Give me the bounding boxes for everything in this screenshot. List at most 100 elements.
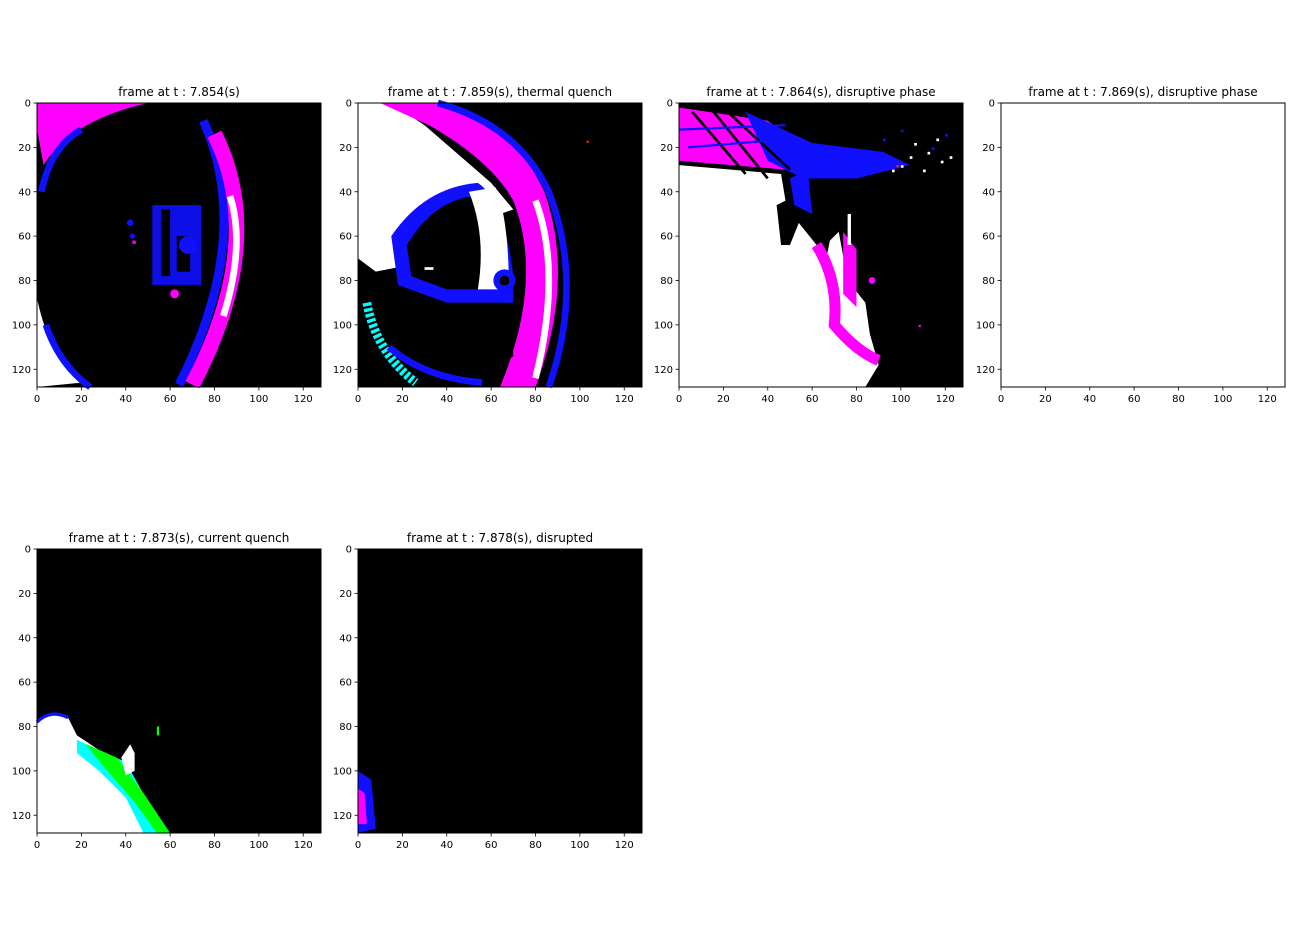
y-tick-label: 80 <box>982 276 995 287</box>
x-tick-label: 20 <box>1039 394 1052 405</box>
x-tick-label: 80 <box>208 840 221 851</box>
axes-frame <box>357 548 643 834</box>
y-tick-label: 120 <box>12 365 31 376</box>
y-tick-label: 40 <box>339 633 352 644</box>
y-tick-label: 20 <box>18 143 31 154</box>
x-tick-label: 100 <box>1213 394 1232 405</box>
y-tick-label: 100 <box>12 766 31 777</box>
x-tick-label: 40 <box>440 840 453 851</box>
y-tick-label: 40 <box>660 187 673 198</box>
y-tick-label: 40 <box>982 187 995 198</box>
axes-frame <box>36 102 322 388</box>
frame-image <box>358 99 642 389</box>
y-tick-label: 20 <box>982 143 995 154</box>
x-tick-label: 120 <box>615 394 634 405</box>
y-tick-label: 60 <box>18 678 31 689</box>
x-tick-label: 100 <box>891 394 910 405</box>
y-tick-label: 0 <box>989 99 995 110</box>
panel-title: frame at t : 7.873(s), current quench <box>69 531 290 545</box>
x-tick-label: 0 <box>355 394 361 405</box>
frame-image <box>358 549 642 833</box>
x-tick-label: 60 <box>485 394 498 405</box>
x-tick-label: 60 <box>164 840 177 851</box>
x-tick-label: 0 <box>34 840 40 851</box>
x-tick-label: 20 <box>75 394 88 405</box>
x-tick-label: 60 <box>485 840 498 851</box>
frame-panel-1: frame at t : 7.854(s) 0 20 40 60 80 100 120 0 20 4… <box>12 85 322 405</box>
x-tick-label: 80 <box>1172 394 1185 405</box>
y-tick-label: 100 <box>333 320 352 331</box>
y-tick-label: 0 <box>346 99 352 110</box>
x-tick-label: 20 <box>717 394 730 405</box>
y-tick-label: 80 <box>339 276 352 287</box>
y-tick-label: 20 <box>339 589 352 600</box>
x-tick-label: 60 <box>806 394 819 405</box>
x-tick-label: 100 <box>570 840 589 851</box>
x-tick-label: 0 <box>676 394 682 405</box>
x-tick-label: 20 <box>396 394 409 405</box>
y-tick-label: 100 <box>12 320 31 331</box>
panel-title: frame at t : 7.854(s) <box>118 85 240 99</box>
y-tick-label: 0 <box>346 545 352 556</box>
axes-frame <box>1000 102 1286 388</box>
frame-panel-4: frame at t : 7.869(s), disruptive phase 0… <box>976 85 1286 405</box>
x-tick-label: 120 <box>294 394 313 405</box>
axes-frame <box>678 102 964 388</box>
x-tick-label: 100 <box>570 394 589 405</box>
y-tick-label: 60 <box>339 232 352 243</box>
panel-title: frame at t : 7.859(s), thermal quench <box>388 85 612 99</box>
x-tick-label: 120 <box>294 840 313 851</box>
y-tick-label: 120 <box>333 365 352 376</box>
y-tick-label: 20 <box>339 143 352 154</box>
y-tick-label: 20 <box>18 589 31 600</box>
x-tick-label: 120 <box>936 394 955 405</box>
x-tick-label: 0 <box>355 840 361 851</box>
x-tick-label: 80 <box>529 840 542 851</box>
x-tick-label: 80 <box>850 394 863 405</box>
x-tick-label: 40 <box>119 394 132 405</box>
panel-title: frame at t : 7.869(s), disruptive phase <box>1028 85 1257 99</box>
frame-panel-5: frame at t : 7.873(s), current quench 0 20… <box>12 531 322 851</box>
x-tick-label: 80 <box>208 394 221 405</box>
x-tick-label: 60 <box>164 394 177 405</box>
y-tick-label: 80 <box>660 276 673 287</box>
frame-image <box>678 103 963 387</box>
panel-title: frame at t : 7.864(s), disruptive phase <box>706 85 935 99</box>
y-tick-label: 100 <box>333 766 352 777</box>
x-tick-label: 40 <box>1083 394 1096 405</box>
y-tick-label: 40 <box>339 187 352 198</box>
y-tick-label: 80 <box>339 722 352 733</box>
axes-frame <box>36 548 322 834</box>
frame-panel-3: frame at t : 7.864(s), disruptive phase 0… <box>654 85 964 405</box>
x-tick-label: 120 <box>1258 394 1277 405</box>
axes-frame <box>357 102 643 388</box>
frame-panel-2: frame at t : 7.859(s), thermal quench 0 20… <box>333 85 643 405</box>
y-tick-label: 80 <box>18 276 31 287</box>
y-tick-label: 120 <box>654 365 673 376</box>
y-tick-label: 20 <box>660 143 673 154</box>
x-tick-label: 40 <box>119 840 132 851</box>
x-tick-label: 40 <box>440 394 453 405</box>
x-tick-label: 100 <box>249 840 268 851</box>
y-tick-label: 60 <box>18 232 31 243</box>
x-tick-label: 0 <box>998 394 1004 405</box>
y-tick-label: 80 <box>18 722 31 733</box>
y-tick-label: 120 <box>976 365 995 376</box>
y-tick-label: 60 <box>660 232 673 243</box>
frame-panel-6: frame at t : 7.878(s), disrupted 0 20 40 60 8… <box>333 531 643 851</box>
y-tick-label: 0 <box>25 99 31 110</box>
x-tick-label: 0 <box>34 394 40 405</box>
y-tick-label: 60 <box>982 232 995 243</box>
y-tick-label: 40 <box>18 187 31 198</box>
y-tick-label: 60 <box>339 678 352 689</box>
frame-image <box>37 103 321 390</box>
x-tick-label: 20 <box>75 840 88 851</box>
frame-image <box>1001 103 1285 387</box>
y-tick-label: 100 <box>654 320 673 331</box>
x-tick-label: 100 <box>249 394 268 405</box>
y-tick-label: 0 <box>667 99 673 110</box>
y-tick-label: 40 <box>18 633 31 644</box>
x-tick-label: 120 <box>615 840 634 851</box>
panel-title: frame at t : 7.878(s), disrupted <box>407 531 593 545</box>
